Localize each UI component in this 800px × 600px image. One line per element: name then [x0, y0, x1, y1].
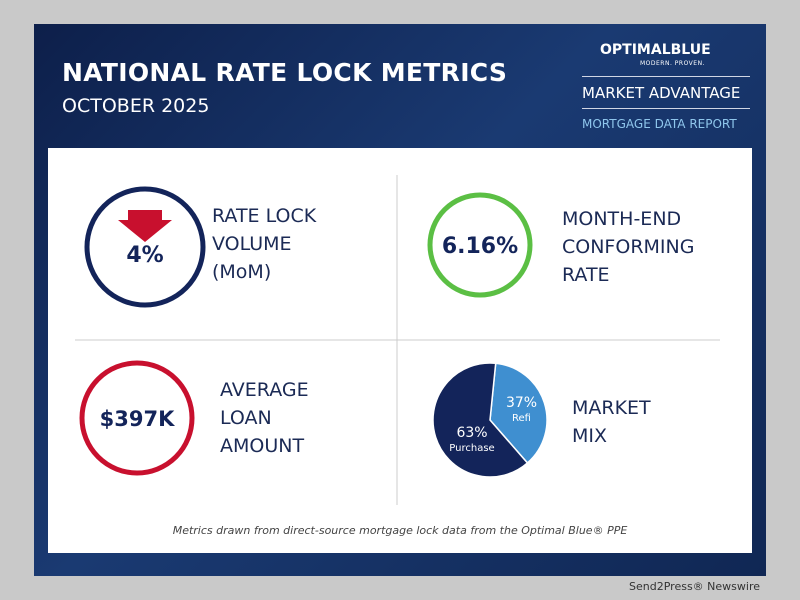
metric-ring — [427, 192, 533, 298]
brand-line: MORTGAGE DATA REPORT — [582, 117, 737, 131]
metric-label: MONTH-END CONFORMING RATE — [562, 208, 695, 286]
metric-value: 6.16% — [442, 234, 518, 259]
pie-category-label: Purchase — [449, 443, 494, 454]
metric-ring — [79, 360, 195, 476]
rule — [582, 76, 750, 77]
card — [48, 148, 752, 553]
pie-slice — [489, 362, 548, 465]
down-arrow — [118, 210, 172, 242]
title: NATIONAL RATE LOCK METRICS — [62, 58, 508, 87]
pie-slice — [432, 362, 529, 478]
footnote: Metrics drawn from direct-source mortgag… — [172, 524, 628, 537]
metric-label: RATE LOCK VOLUME (MoM) — [212, 205, 317, 283]
metric-ring — [84, 186, 206, 308]
metric-value: $397K — [100, 407, 175, 431]
metric-label: AVERAGE LOAN AMOUNT — [220, 379, 309, 457]
pie-category-label: Refi — [512, 413, 531, 424]
pie-value-label: 37% — [506, 395, 537, 411]
pie: 37% Refi 63% Purchase — [432, 362, 548, 478]
subtitle: OCTOBER 2025 — [62, 95, 210, 117]
pie-title: MARKET MIX — [572, 397, 651, 447]
pie-value-label: 63% — [456, 425, 487, 441]
brand-line: MARKET ADVANTAGE — [582, 84, 741, 102]
brand-tagline: MODERN. PROVEN. — [640, 60, 705, 67]
brand-name: OPTIMALBLUE — [600, 42, 711, 58]
rule — [582, 108, 750, 109]
metric-value: 4% — [126, 243, 163, 268]
watermark: Send2Press® Newswire — [629, 580, 760, 593]
